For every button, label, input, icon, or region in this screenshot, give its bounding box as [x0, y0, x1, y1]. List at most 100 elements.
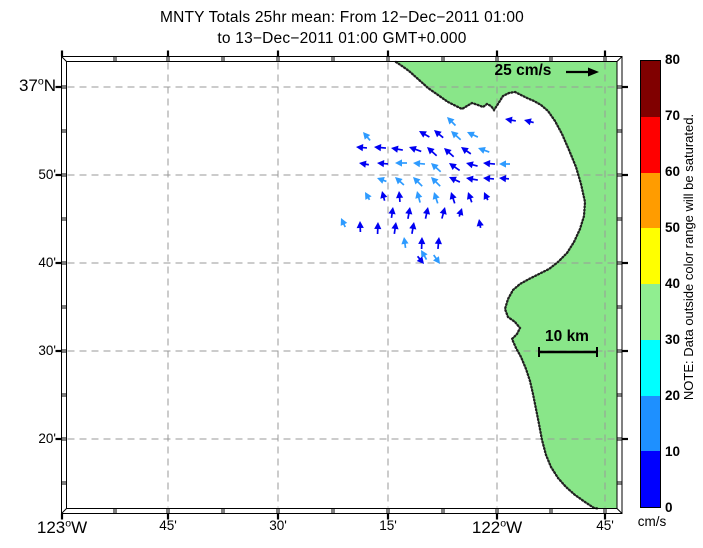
current-vector-arrow — [388, 207, 396, 219]
current-vector-arrow — [374, 222, 382, 235]
colorbar-tick-label: 0 — [665, 500, 673, 515]
current-vector-arrow — [377, 160, 389, 168]
colorbar-segment — [641, 339, 660, 396]
current-vector-arrow — [418, 237, 426, 250]
plot-title-line2: to 13−Dec−2011 01:00 GMT+0.000 — [217, 30, 467, 47]
current-vector-arrow — [434, 130, 444, 139]
current-vector-arrow — [409, 146, 422, 153]
current-vector-arrow — [427, 147, 438, 157]
reference-vector-label: 25 cm/s — [494, 62, 552, 79]
current-vector-arrow — [483, 175, 495, 183]
current-vector-arrow — [419, 131, 430, 138]
plot-title: MNTY Totals 25hr mean: From 12−Dec−2011 … — [0, 7, 684, 49]
current-vector-arrow — [505, 116, 516, 124]
coastline-stipple — [394, 60, 600, 510]
graticule-gridlines — [67, 62, 616, 508]
current-vector-arrow — [449, 192, 457, 204]
longitude-tick-label: 30' — [269, 518, 287, 533]
current-vector-arrow — [356, 221, 364, 233]
current-vector-arrow — [377, 177, 387, 184]
current-vector-arrow — [405, 207, 413, 219]
current-vector-arrow — [449, 163, 461, 172]
current-vector-arrow — [483, 192, 491, 201]
longitude-tick-label: 15' — [379, 518, 397, 533]
current-vector-arrow — [391, 222, 399, 235]
current-vector-arrow — [421, 250, 428, 260]
current-vector-arrow — [466, 161, 478, 169]
longitude-tick-label: 45' — [159, 518, 177, 533]
latitude-tick-label: 20' — [38, 431, 56, 446]
colorbar-segment — [641, 451, 660, 507]
colorbar-tick-label: 10 — [665, 444, 681, 459]
current-vector-arrow — [413, 177, 423, 187]
current-vector-arrow — [524, 118, 534, 126]
current-vector-arrow — [395, 159, 407, 167]
colorbar-segment — [641, 172, 660, 229]
current-vectors — [340, 116, 534, 264]
latitude-tick-label: 30' — [38, 343, 56, 358]
land-area — [396, 61, 617, 509]
current-vector-arrow — [432, 254, 440, 264]
current-vector-arrow — [466, 175, 478, 183]
current-vector-arrow — [363, 132, 371, 141]
colorbar-tick-label: 70 — [665, 108, 681, 123]
current-vector-arrow — [451, 131, 462, 141]
colorbar-segment — [641, 228, 660, 284]
current-vector-arrow — [409, 222, 417, 234]
current-vector-arrow — [356, 144, 368, 152]
current-vector-arrow — [456, 208, 464, 217]
current-vector-arrow — [380, 191, 388, 201]
longitude-tick-label: 45' — [596, 518, 614, 533]
current-vector-arrow — [340, 218, 348, 228]
colorbar-segment — [641, 395, 660, 452]
latitude-tick-label: 50' — [38, 167, 56, 182]
colorbar-tick-label: 50 — [665, 220, 681, 235]
current-vector-arrow — [467, 131, 479, 139]
current-vector-arrow — [499, 160, 510, 168]
current-vector-arrow — [359, 160, 369, 168]
current-vector-arrow — [401, 237, 409, 249]
plot-title-line1: MNTY Totals 25hr mean: From 12−Dec−2011 … — [160, 9, 524, 26]
colorbar — [640, 60, 661, 508]
current-vector-arrow — [449, 176, 461, 184]
colorbar-tick-label: 80 — [665, 52, 681, 67]
current-vector-arrow — [395, 177, 405, 186]
latitude-tick-label: 37oN — [18, 75, 56, 95]
current-vector-arrow — [476, 219, 484, 229]
distance-scale-label: 10 km — [545, 328, 589, 345]
current-vector-arrow — [423, 207, 431, 219]
current-vector-arrow — [499, 175, 510, 183]
colorbar-tick-label: 30 — [665, 332, 681, 347]
current-vector-arrow — [365, 192, 372, 201]
colorbar-segment — [641, 61, 660, 117]
longitude-tick-label: 123oW — [36, 517, 88, 537]
distance-scale-bar — [538, 347, 598, 357]
current-vector-arrow — [396, 191, 404, 203]
colorbar-tick-label: 40 — [665, 276, 681, 291]
current-vector-arrow — [447, 117, 457, 127]
colorbar-saturation-note: NOTE: Data outside color range will be s… — [681, 113, 696, 401]
current-vector-arrow — [391, 145, 403, 153]
axis-tick-marks — [55, 50, 628, 520]
current-vector-arrow — [431, 177, 441, 187]
current-vector-arrow — [434, 237, 442, 250]
colorbar-segment — [641, 116, 660, 173]
current-vector-arrow — [478, 147, 490, 154]
current-vector-arrow — [461, 147, 472, 155]
reference-vector-arrow — [566, 67, 599, 77]
current-vector-arrow — [439, 207, 447, 219]
current-vector-arrow — [444, 148, 455, 158]
colorbar-segment — [641, 284, 660, 340]
current-vector-arrow — [416, 255, 424, 264]
current-vector-arrow — [415, 191, 423, 203]
current-vector-arrow — [431, 163, 442, 173]
current-vector-arrow — [483, 160, 496, 168]
current-vector-arrow — [413, 160, 426, 168]
current-vector-arrow — [374, 144, 387, 152]
map-frame — [61, 56, 623, 514]
latitude-tick-label: 40' — [38, 255, 56, 270]
current-vector-arrow — [467, 192, 474, 203]
colorbar-tick-label: 20 — [665, 388, 681, 403]
